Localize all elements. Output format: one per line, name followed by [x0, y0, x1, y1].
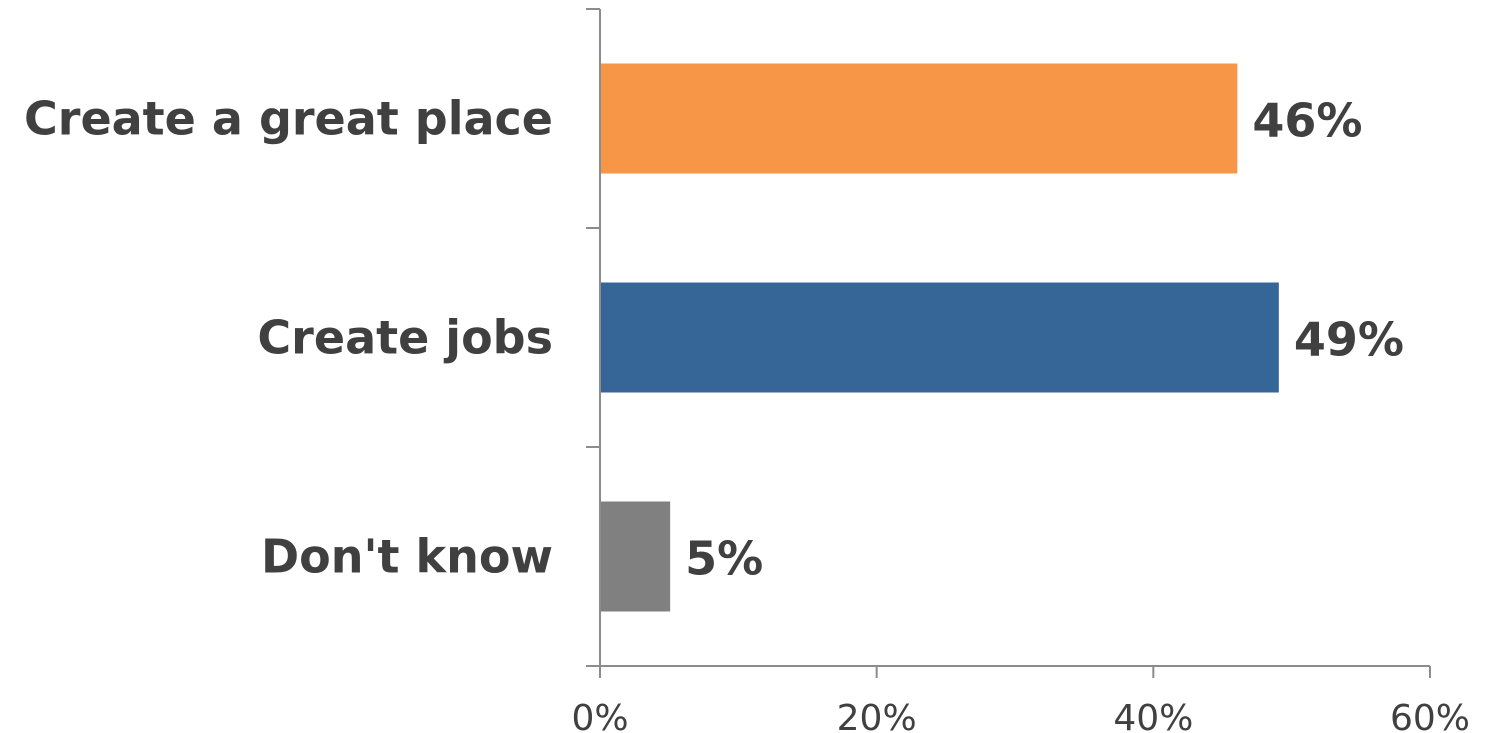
- chart-bars: [601, 63, 1279, 612]
- data-label: 5%: [685, 532, 763, 586]
- bar: [601, 282, 1279, 393]
- chart-labels: 0% 20% 40% 60% Create a great place 46% Create…: [24, 92, 1470, 733]
- bar: [601, 501, 671, 612]
- chart-axes: [586, 8, 1431, 678]
- category-label: Don't know: [261, 530, 553, 584]
- bar: [601, 63, 1238, 174]
- category-label: Create a great place: [24, 92, 553, 146]
- category-label: Create jobs: [257, 311, 553, 365]
- data-label: 49%: [1294, 313, 1404, 367]
- x-tick-label: 0%: [571, 698, 628, 733]
- data-label: 46%: [1252, 94, 1362, 148]
- x-tick-label: 40%: [1113, 698, 1193, 733]
- x-tick-label: 20%: [837, 698, 917, 733]
- x-tick-label: 60%: [1390, 698, 1470, 733]
